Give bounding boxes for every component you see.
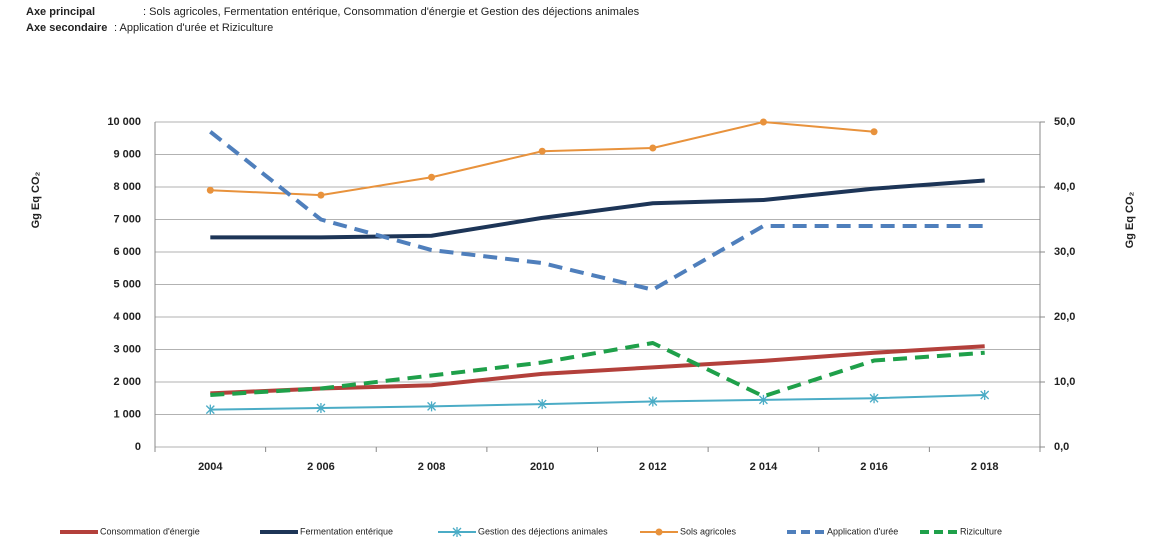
y2-tick-label: 50,0	[1054, 116, 1075, 128]
legend-label: Fermentation entérique	[300, 526, 393, 536]
y-tick-label: 5 000	[113, 278, 141, 290]
marker	[538, 147, 546, 155]
marker	[317, 191, 325, 199]
x-tick-label: 2004	[198, 461, 223, 473]
series-line	[210, 341, 985, 399]
series-line	[210, 121, 875, 197]
y-tick-label: 7 000	[113, 213, 141, 225]
marker	[316, 403, 326, 413]
series-line	[210, 178, 985, 240]
series-line	[210, 344, 985, 396]
marker	[205, 404, 215, 415]
series-line	[210, 394, 985, 411]
y-tick-label: 10 000	[107, 116, 141, 128]
header-text: : Application d'urée et Riziculture	[114, 22, 273, 34]
x-tick-label: 2 006	[307, 461, 335, 473]
marker	[427, 401, 437, 412]
y-axis-title: Gg Eq CO₂	[30, 171, 42, 228]
marker	[870, 128, 878, 136]
marker	[758, 394, 768, 405]
header-label: Axe secondaire	[26, 22, 107, 34]
marker	[537, 399, 547, 410]
x-tick-label: 2 018	[971, 461, 999, 473]
y-tick-label: 1 000	[113, 408, 141, 420]
marker	[428, 173, 436, 181]
series-line	[209, 130, 985, 292]
marker	[206, 186, 214, 194]
marker	[655, 528, 663, 536]
y-tick-label: 9 000	[113, 148, 141, 160]
x-tick-label: 2010	[530, 461, 554, 473]
marker	[980, 390, 990, 400]
y2-tick-label: 20,0	[1054, 311, 1075, 323]
marker	[452, 527, 462, 537]
y2-tick-label: 0,0	[1054, 441, 1069, 453]
y2-axis-title: Gg Eq CO₂	[1124, 191, 1136, 248]
x-tick-label: 2 012	[639, 461, 667, 473]
y-tick-label: 4 000	[113, 311, 141, 323]
y-tick-label: 6 000	[113, 246, 141, 258]
legend-label: Consommation d'énergie	[100, 526, 200, 536]
marker	[869, 393, 879, 404]
legend-label: Application d'urée	[827, 526, 898, 536]
legend-label: Gestion des déjections animales	[478, 526, 608, 536]
y2-tick-label: 40,0	[1054, 181, 1075, 193]
marker	[759, 118, 767, 126]
header-text: : Sols agricoles, Fermentation entérique…	[143, 6, 640, 18]
marker	[648, 396, 658, 407]
header-label: Axe principal	[26, 6, 95, 18]
y-tick-label: 8 000	[113, 181, 141, 193]
y-tick-label: 2 000	[113, 376, 141, 388]
marker	[649, 144, 657, 152]
y-tick-label: 0	[135, 441, 141, 453]
legend-label: Sols agricoles	[680, 526, 737, 536]
y-tick-label: 3 000	[113, 343, 141, 355]
y2-tick-label: 30,0	[1054, 246, 1075, 258]
x-tick-label: 2 016	[860, 461, 888, 473]
y2-tick-label: 10,0	[1054, 376, 1075, 388]
legend-label: Riziculture	[960, 526, 1002, 536]
x-tick-label: 2 014	[750, 461, 778, 473]
x-tick-label: 2 008	[418, 461, 446, 473]
